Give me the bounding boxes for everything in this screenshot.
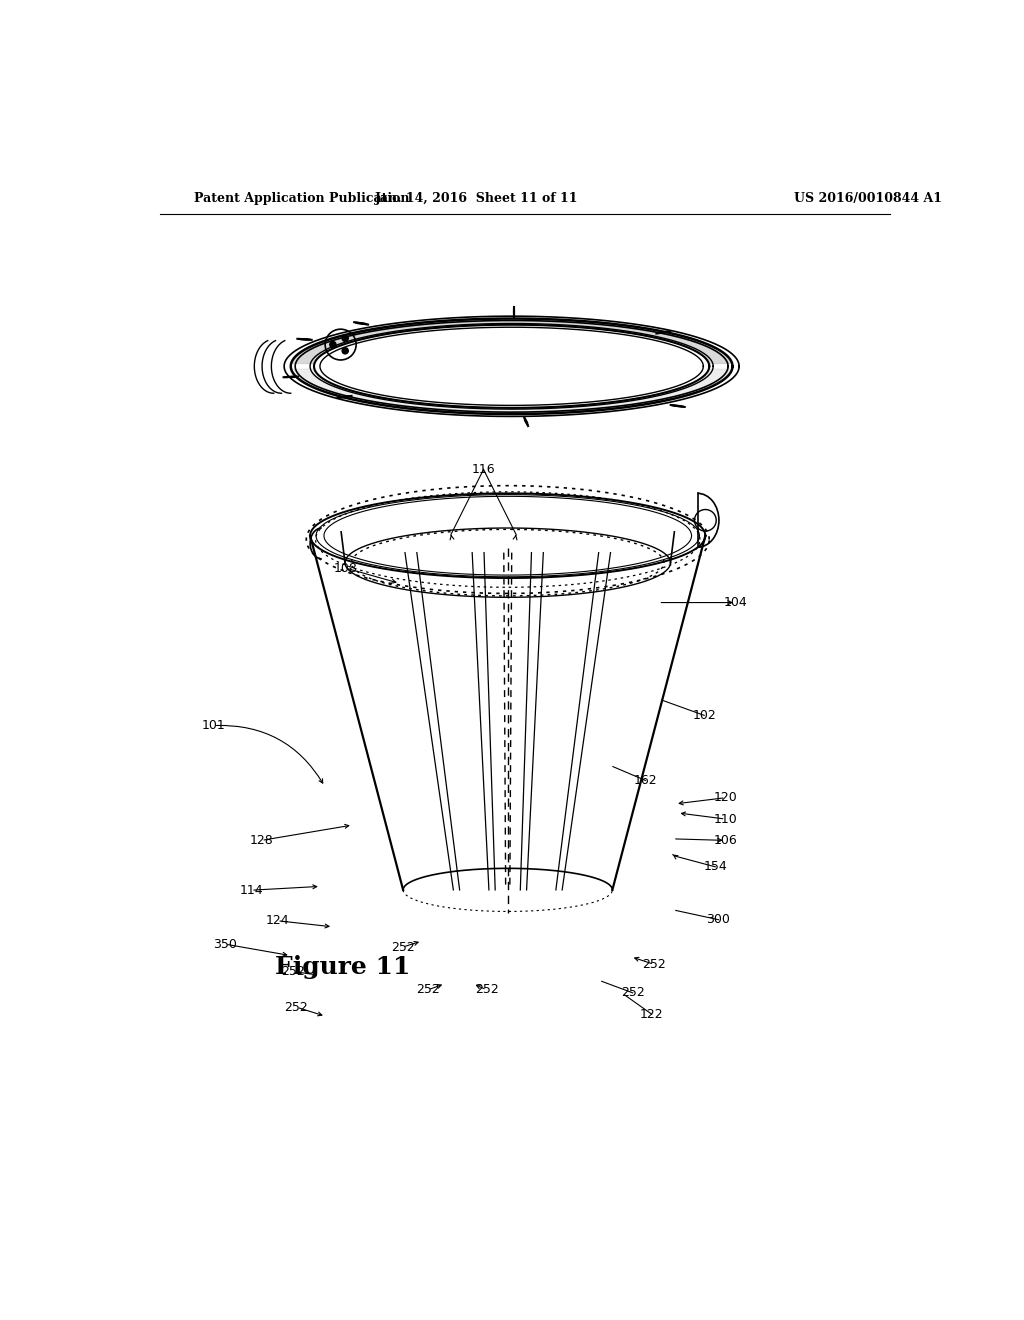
Text: 252: 252 (282, 965, 305, 978)
Text: 252: 252 (416, 983, 440, 997)
Text: 110: 110 (714, 813, 737, 825)
Text: 101: 101 (202, 719, 225, 733)
Text: 114: 114 (240, 883, 263, 896)
Text: 124: 124 (265, 915, 289, 927)
Text: 252: 252 (391, 941, 415, 953)
Text: 106: 106 (714, 834, 737, 847)
Text: 252: 252 (621, 986, 644, 999)
Text: 350: 350 (213, 937, 237, 950)
Text: 102: 102 (692, 709, 716, 722)
Text: 128: 128 (250, 834, 273, 847)
Circle shape (342, 347, 348, 354)
Text: Patent Application Publication: Patent Application Publication (194, 191, 410, 205)
Text: Figure 11: Figure 11 (275, 954, 411, 979)
Polygon shape (291, 368, 732, 414)
Circle shape (330, 342, 336, 347)
Text: 154: 154 (703, 861, 727, 874)
Text: 120: 120 (714, 791, 737, 804)
Polygon shape (291, 318, 732, 364)
Text: 116: 116 (472, 463, 496, 477)
Text: 162: 162 (634, 774, 657, 787)
Text: 108: 108 (334, 561, 357, 574)
Text: 300: 300 (707, 913, 730, 927)
Text: 252: 252 (285, 1001, 308, 1014)
Text: 122: 122 (640, 1007, 664, 1020)
Text: 104: 104 (724, 597, 748, 609)
Text: 252: 252 (475, 983, 499, 997)
Text: Jan. 14, 2016  Sheet 11 of 11: Jan. 14, 2016 Sheet 11 of 11 (375, 191, 579, 205)
Text: 252: 252 (642, 958, 666, 972)
Circle shape (342, 335, 348, 342)
Text: US 2016/0010844 A1: US 2016/0010844 A1 (795, 191, 942, 205)
